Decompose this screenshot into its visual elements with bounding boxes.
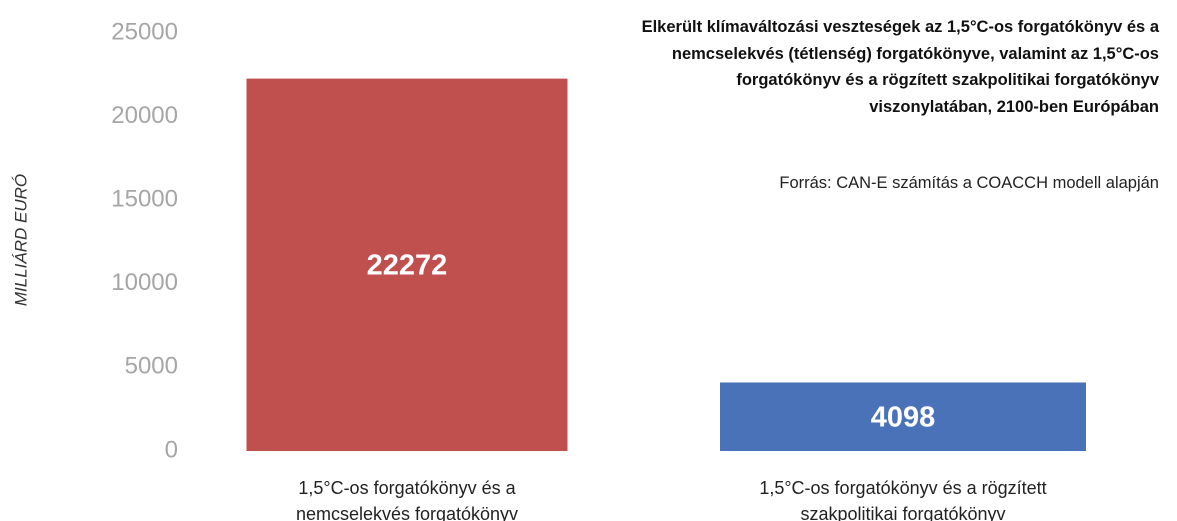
data-label: 22272: [367, 249, 448, 281]
bar: [246, 78, 568, 452]
chart-subtitle: Forrás: CAN-E számítás a COACCH modell a…: [779, 174, 1159, 192]
y-tick-label: 0: [165, 436, 178, 463]
x-tick-label: 1,5°C-os forgatókönyv és a nemcselekvés …: [295, 478, 519, 521]
chart-title: Elkerült klímaváltozási veszteségek az 1…: [641, 18, 1159, 116]
y-tick-label: 5000: [125, 353, 178, 380]
data-label: 4098: [871, 401, 936, 433]
y-tick-label: 15000: [111, 186, 178, 213]
y-tick-label: 25000: [111, 18, 178, 45]
bar: [720, 382, 1086, 451]
y-tick-label: 20000: [111, 102, 178, 129]
y-tick-label: 10000: [111, 269, 178, 296]
y-axis-label: MILLIÁRD EURÓ: [11, 174, 30, 306]
x-tick-label: 1,5°C-os forgatókönyv és a rögzített sza…: [759, 478, 1047, 521]
